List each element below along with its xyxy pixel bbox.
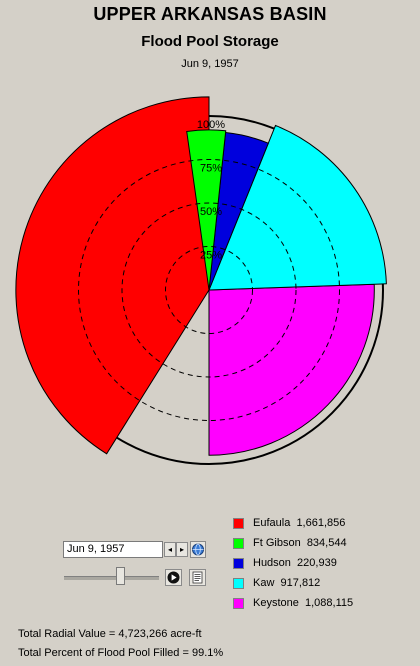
chevron-left-icon: ◂ bbox=[167, 545, 172, 554]
report-button[interactable] bbox=[189, 569, 206, 586]
ring-label-25: 25% bbox=[200, 250, 222, 262]
legend-value: 220,939 bbox=[297, 557, 337, 569]
wedge-kaw bbox=[208, 124, 387, 291]
chevron-right-icon: ▸ bbox=[179, 545, 184, 554]
play-button[interactable] bbox=[165, 569, 182, 586]
date-slider-track[interactable] bbox=[64, 576, 159, 580]
legend-name: Keystone bbox=[253, 597, 299, 609]
legend-swatch bbox=[233, 598, 244, 609]
total-radial-value: Total Radial Value = 4,723,266 acre-ft bbox=[18, 628, 202, 640]
wedge-ft-gibson bbox=[186, 129, 227, 291]
previous-date-button[interactable]: ◂ bbox=[164, 542, 176, 557]
legend-swatch bbox=[233, 558, 244, 569]
date-slider-thumb[interactable] bbox=[116, 567, 125, 585]
wedge-eufaula bbox=[15, 96, 210, 455]
legend-swatch bbox=[233, 538, 244, 549]
report-icon bbox=[192, 571, 203, 584]
ring-label-100: 100% bbox=[197, 119, 225, 131]
wedge-keystone bbox=[208, 283, 375, 456]
chart-date: Jun 9, 1957 bbox=[181, 58, 239, 70]
legend-value: 1,088,115 bbox=[305, 597, 354, 609]
legend-name: Eufaula bbox=[253, 517, 291, 529]
ring-label-75: 75% bbox=[200, 163, 222, 175]
legend-value: 917,812 bbox=[280, 577, 321, 589]
grid-ring-25 bbox=[165, 246, 253, 334]
total-percent-filled: Total Percent of Flood Pool Filled = 99.… bbox=[18, 647, 224, 659]
globe-icon bbox=[192, 543, 204, 556]
legend-name: Hudson bbox=[253, 557, 291, 569]
polar-area-chart: 25% 50% 75% 100% bbox=[15, 96, 387, 465]
legend-name: Kaw bbox=[253, 577, 275, 589]
legend-swatch bbox=[233, 518, 244, 529]
grid-ring-50 bbox=[121, 202, 297, 378]
next-date-button[interactable]: ▸ bbox=[176, 542, 188, 557]
legend-swatch bbox=[233, 578, 244, 589]
ring-label-50: 50% bbox=[200, 206, 222, 218]
legend-value: 834,544 bbox=[306, 537, 347, 549]
grid-ring-75 bbox=[78, 159, 340, 421]
play-icon bbox=[167, 571, 180, 584]
chart-title: UPPER ARKANSAS BASIN bbox=[93, 4, 327, 24]
chart-subtitle: Flood Pool Storage bbox=[141, 33, 279, 50]
legend-name: Ft Gibson bbox=[253, 537, 301, 549]
globe-button[interactable] bbox=[190, 541, 206, 558]
legend-value: 1,661,856 bbox=[296, 517, 346, 529]
date-input[interactable]: Jun 9, 1957 bbox=[63, 541, 163, 558]
